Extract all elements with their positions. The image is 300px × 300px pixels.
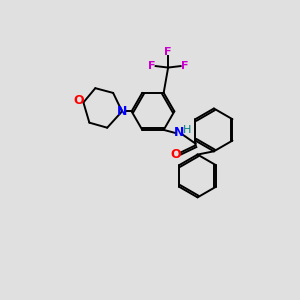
Text: N: N — [174, 126, 184, 140]
Text: O: O — [74, 94, 84, 107]
Text: N: N — [117, 105, 127, 118]
Text: H: H — [183, 125, 191, 136]
Text: F: F — [164, 47, 172, 57]
Text: O: O — [170, 148, 181, 161]
Text: F: F — [181, 61, 188, 71]
Text: F: F — [148, 61, 155, 71]
